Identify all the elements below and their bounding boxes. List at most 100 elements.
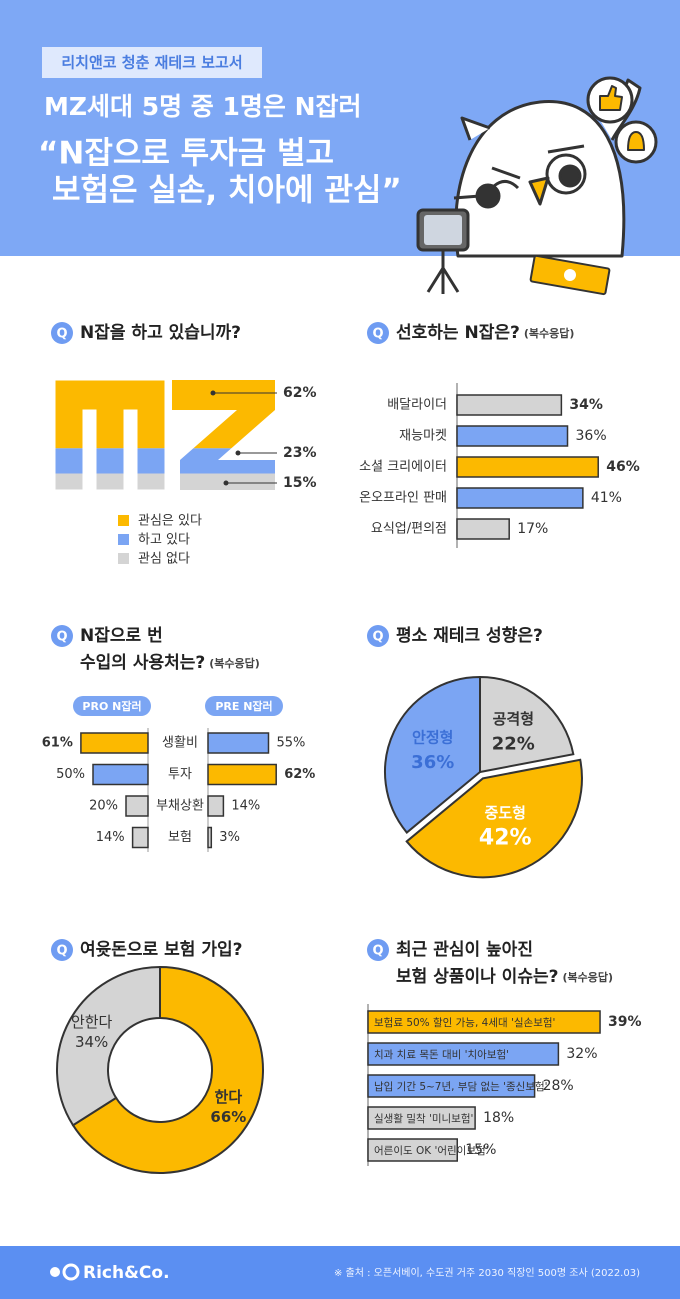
category-label: 보험료 50% 할인 가능, 4세대 '실손보험'	[374, 1017, 555, 1029]
slice-name: 안한다	[71, 1013, 113, 1031]
slice-name: 한다	[215, 1088, 243, 1106]
slice-value: 34%	[75, 1033, 108, 1051]
slice-value: 36%	[411, 752, 454, 773]
bar	[456, 394, 563, 416]
series-badge	[73, 696, 151, 716]
value-label: 18%	[483, 1110, 514, 1126]
value-label: 15%	[465, 1142, 496, 1158]
bar	[456, 456, 599, 478]
series-badge	[205, 696, 283, 716]
q-badge	[367, 625, 389, 647]
value-label: 15%	[283, 475, 317, 491]
value-label: 23%	[283, 445, 317, 461]
bar	[207, 732, 270, 754]
slice-name: 공격형	[493, 710, 534, 728]
q-badge	[51, 625, 73, 647]
slice-name: 안정형	[412, 728, 453, 746]
bar	[367, 1074, 536, 1098]
bar	[367, 1106, 476, 1130]
series-name: PRO N잡러	[82, 699, 141, 713]
logo-ring	[62, 1263, 80, 1281]
legend-label: 하고 있다	[138, 533, 190, 548]
value-label: 14%	[96, 830, 125, 845]
category-label: 치과 치료 목돈 대비 '치아보험'	[374, 1049, 509, 1061]
value-label: 62%	[284, 767, 315, 782]
legend-label: 관심은 있다	[138, 514, 202, 529]
category-label: 어른이도 OK '어린이보험'	[374, 1145, 489, 1157]
bar	[456, 425, 569, 447]
donut-slice	[71, 965, 264, 1174]
bar	[80, 732, 149, 754]
q-mark: Q	[56, 944, 67, 959]
section-subtitle: (복수응답)	[524, 326, 575, 340]
quote-line: 보험은 실손, 치아에 관심”	[52, 173, 402, 209]
legend-swatch	[118, 553, 129, 564]
bar	[125, 795, 149, 817]
value-label: 20%	[89, 799, 118, 814]
q-mark: Q	[372, 630, 383, 645]
value-label: 36%	[576, 428, 607, 444]
category-label: 온오프라인 판매	[359, 491, 447, 506]
value-label: 3%	[219, 830, 240, 845]
section-title: 보험 상품이나 이슈는?	[396, 966, 558, 987]
bar	[367, 1042, 560, 1066]
category-label: 소셜 크리에이터	[359, 460, 447, 475]
bar	[456, 487, 584, 509]
value-label: 50%	[56, 767, 85, 782]
section-subtitle: (복수응답)	[209, 656, 260, 670]
q-badge	[51, 939, 73, 961]
q-mark: Q	[56, 327, 67, 342]
logo-dot	[50, 1267, 60, 1277]
donut-slice	[56, 965, 161, 1127]
section-title: 수입의 사용처는?	[80, 653, 205, 673]
q-mark: Q	[56, 630, 67, 645]
section-title: 여윳돈으로 보험 가입?	[80, 939, 242, 960]
bar	[92, 763, 149, 786]
footer-bg	[0, 1246, 680, 1299]
series-name: PRE N잡러	[215, 699, 272, 713]
bar	[367, 1010, 601, 1034]
section-subtitle: (복수응답)	[562, 970, 613, 984]
value-label: 14%	[231, 799, 260, 814]
value-label: 34%	[569, 397, 603, 413]
bar	[131, 826, 149, 849]
category-label: 요식업/편의점	[371, 522, 447, 537]
bar	[207, 795, 225, 817]
slice-value: 42%	[479, 826, 532, 851]
slice-name: 중도형	[485, 804, 526, 822]
logo: Rich&Co.	[83, 1263, 170, 1283]
value-label: 41%	[591, 490, 622, 506]
headline: MZ세대 5명 중 1명은 N잡러	[44, 92, 362, 121]
legend-swatch	[118, 515, 129, 526]
q-mark: Q	[372, 944, 383, 959]
badge: 리치앤코 청춘 재테크 보고서	[61, 54, 242, 72]
section-title: 평소 재테크 성향은?	[396, 625, 543, 646]
bar	[456, 518, 510, 540]
slice-value: 22%	[492, 734, 535, 755]
value-label: 39%	[608, 1014, 642, 1030]
category-label: 생활비	[162, 736, 198, 751]
category-label: 투자	[168, 767, 192, 782]
legend-label: 관심 없다	[138, 552, 190, 567]
value-label: 55%	[277, 736, 306, 751]
pie-slice	[384, 675, 481, 834]
bar	[207, 763, 277, 786]
q-badge	[367, 322, 389, 344]
category-label: 배달라이더	[387, 398, 447, 413]
section-title: N잡으로 번	[80, 626, 163, 646]
bar	[367, 1138, 458, 1162]
badge-bg	[42, 47, 262, 78]
category-label: 보험	[168, 830, 192, 845]
quote-line: “N잡으로 투자금 벌고	[38, 136, 334, 172]
category-label: 부채상환	[156, 799, 204, 814]
value-label: 28%	[543, 1078, 574, 1094]
slice-value: 66%	[210, 1108, 246, 1126]
value-label: 61%	[42, 736, 73, 751]
owl-illustration	[416, 76, 658, 294]
pie-slice	[405, 758, 583, 879]
value-label: 32%	[566, 1046, 597, 1062]
section-title: 최근 관심이 높아진	[396, 940, 533, 960]
pie-slice	[479, 675, 575, 774]
source: ※ 출처 : 오픈서베이, 수도권 거주 2030 직장인 500명 조사 (2…	[334, 1267, 640, 1279]
legend-swatch	[118, 534, 129, 545]
